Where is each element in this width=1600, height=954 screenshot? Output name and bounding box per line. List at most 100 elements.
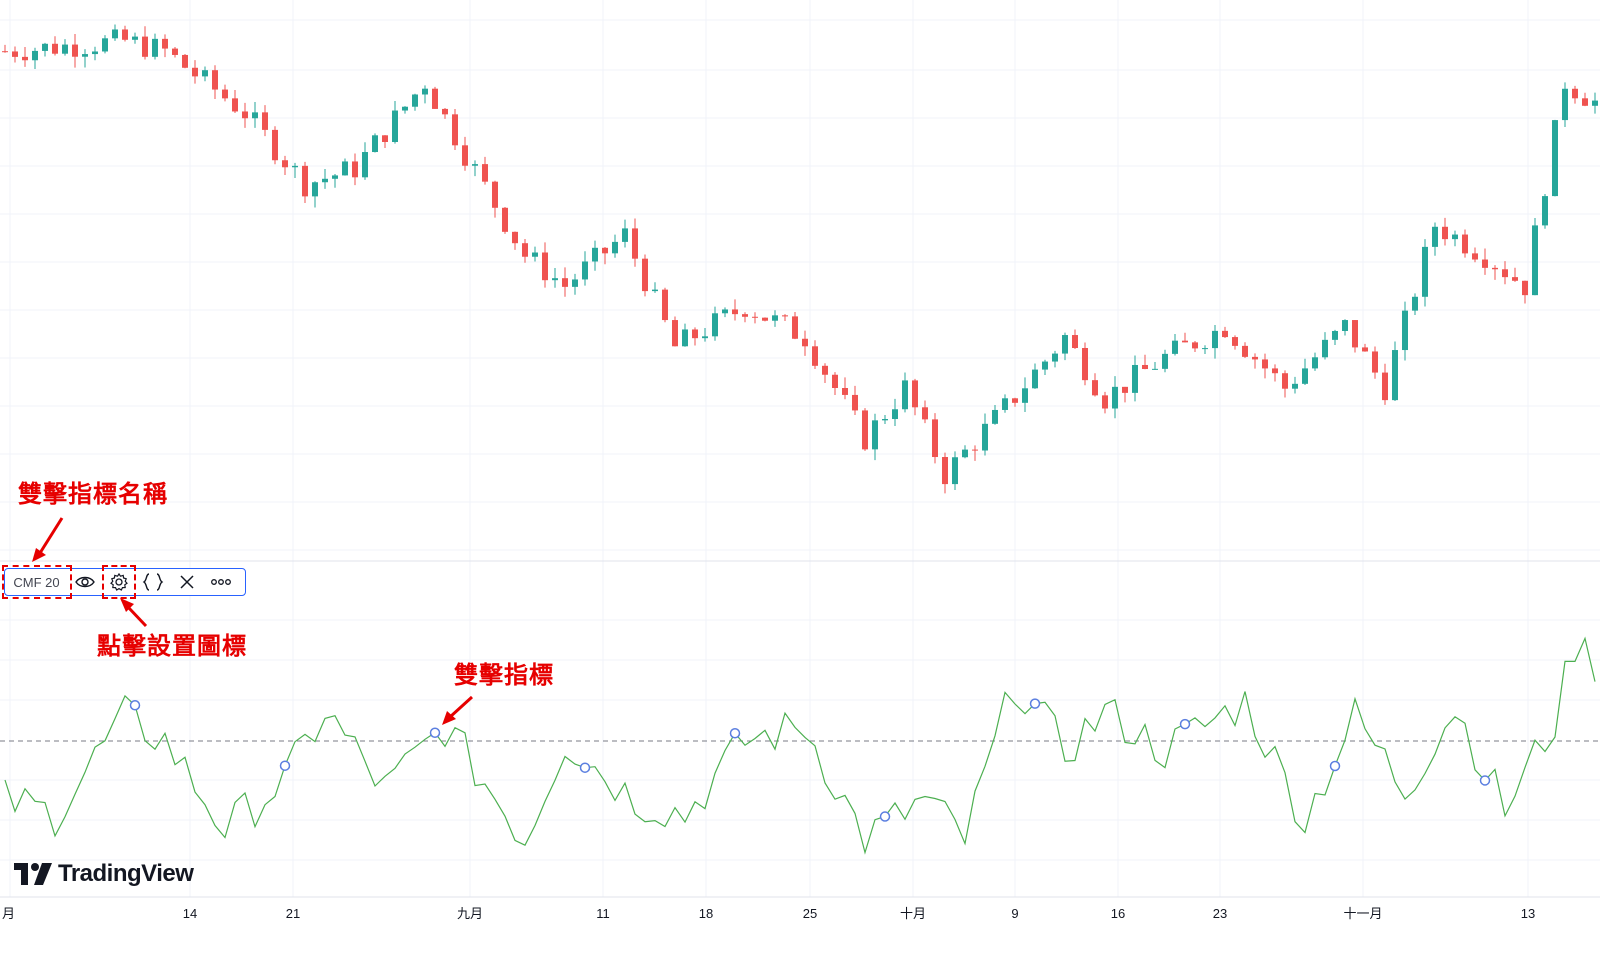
candle-body — [722, 309, 728, 314]
candle-body — [702, 336, 708, 339]
candle-body — [782, 315, 788, 317]
candle-body — [1242, 345, 1248, 357]
candle-body — [1172, 340, 1178, 354]
close-icon[interactable] — [170, 569, 204, 595]
candle-body — [1092, 380, 1098, 396]
candle-body — [1392, 350, 1398, 401]
candle-body — [1252, 356, 1258, 360]
cmf-indicator-pane[interactable] — [0, 636, 1600, 855]
candle-body — [1002, 398, 1008, 410]
x-tick-label: 25 — [803, 906, 817, 921]
candle-body — [1492, 267, 1498, 270]
eye-icon[interactable] — [68, 569, 102, 595]
candle-body — [242, 111, 248, 119]
candle-body — [1082, 347, 1088, 381]
candle-body — [1352, 320, 1358, 348]
candle-body — [422, 88, 428, 95]
candle-body — [542, 252, 548, 281]
candle-body — [1402, 310, 1408, 351]
candle-body — [392, 110, 398, 143]
candle-body — [1482, 259, 1488, 268]
cmf-signal-dot-5 — [879, 811, 891, 822]
candle-body — [792, 316, 798, 339]
candle-body — [1142, 364, 1148, 370]
candle-body — [872, 420, 878, 450]
candle-body — [712, 313, 718, 337]
annotation-double-click-name: 雙擊指標名稱 — [18, 480, 168, 508]
candle-body — [1032, 369, 1038, 389]
candle-body — [842, 388, 848, 395]
candle-body — [82, 54, 88, 57]
candle-body — [1362, 347, 1368, 352]
candle-body — [22, 56, 28, 61]
candle-body — [372, 135, 378, 153]
time-axis[interactable]: 月 14 21 九月 11 18 25 十月 9 16 23 十一月 13 — [2, 906, 1535, 921]
candle-body — [322, 178, 328, 183]
price-candlesticks[interactable] — [2, 24, 1598, 494]
x-tick-label: 11 — [596, 906, 610, 921]
arrow-settings — [126, 605, 148, 628]
candle-body — [1062, 335, 1068, 354]
braces-icon[interactable] — [136, 569, 170, 595]
candle-body — [2, 51, 8, 53]
candle-body — [292, 165, 298, 168]
tradingview-logo-icon — [14, 863, 52, 885]
candle-body — [662, 289, 668, 321]
candle-body — [162, 38, 168, 49]
candle-body — [1512, 277, 1518, 281]
cmf-signal-dot-8 — [1329, 760, 1341, 772]
candle-body — [1042, 361, 1048, 370]
candle-body — [682, 329, 688, 347]
candle-body — [1152, 368, 1158, 370]
candle-body — [1522, 280, 1528, 296]
candle-body — [592, 247, 598, 262]
tradingview-logo[interactable]: TradingView — [14, 860, 194, 888]
candle-body — [802, 338, 808, 347]
candle-body — [752, 316, 758, 318]
gear-icon[interactable] — [102, 569, 136, 595]
candle-body — [1162, 353, 1168, 369]
candle-body — [1342, 320, 1348, 331]
candle-body — [812, 346, 818, 366]
candle-body — [1452, 234, 1458, 240]
cmf-signal-dot-9 — [1479, 775, 1491, 786]
candle-body — [1302, 368, 1308, 384]
candle-body — [822, 365, 828, 375]
candle-body — [252, 112, 258, 119]
candle-body — [1472, 253, 1478, 260]
candle-body — [1572, 88, 1578, 99]
candle-body — [182, 54, 188, 68]
candle-body — [1382, 372, 1388, 401]
candle-body — [522, 243, 528, 257]
candle-body — [942, 457, 948, 485]
candle-body — [1582, 98, 1588, 106]
candle-body — [692, 329, 698, 339]
more-icon[interactable] — [204, 569, 238, 595]
candle-body — [72, 44, 78, 57]
indicator-name[interactable]: CMF 20 — [13, 574, 60, 590]
candle-body — [192, 67, 198, 77]
candle-body — [492, 181, 498, 208]
candle-body — [1112, 386, 1118, 409]
candle-body — [1072, 335, 1078, 348]
candle-body — [122, 29, 128, 40]
candle-body — [1192, 342, 1198, 349]
x-tick-label: 9 — [1011, 906, 1018, 921]
candle-body — [432, 88, 438, 109]
candle-body — [132, 36, 138, 40]
candle-body — [1232, 337, 1238, 346]
candle-body — [962, 449, 968, 458]
x-tick-label: 23 — [1213, 906, 1227, 921]
cmf-signal-dot-0 — [129, 700, 141, 711]
candle-body — [1272, 368, 1278, 374]
x-tick-label: 13 — [1521, 906, 1535, 921]
candle-body — [1182, 340, 1188, 343]
candle-body — [742, 314, 748, 317]
candle-body — [1122, 386, 1128, 393]
candle-body — [1212, 330, 1218, 349]
candle-body — [92, 51, 98, 55]
candle-body — [762, 317, 768, 321]
indicator-legend-toolbar[interactable]: CMF 20 — [4, 568, 246, 596]
candle-body — [992, 409, 998, 424]
